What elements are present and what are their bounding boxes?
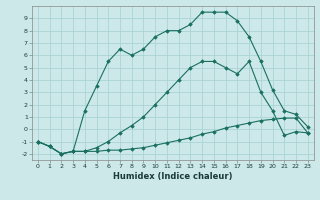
X-axis label: Humidex (Indice chaleur): Humidex (Indice chaleur)	[113, 172, 233, 181]
